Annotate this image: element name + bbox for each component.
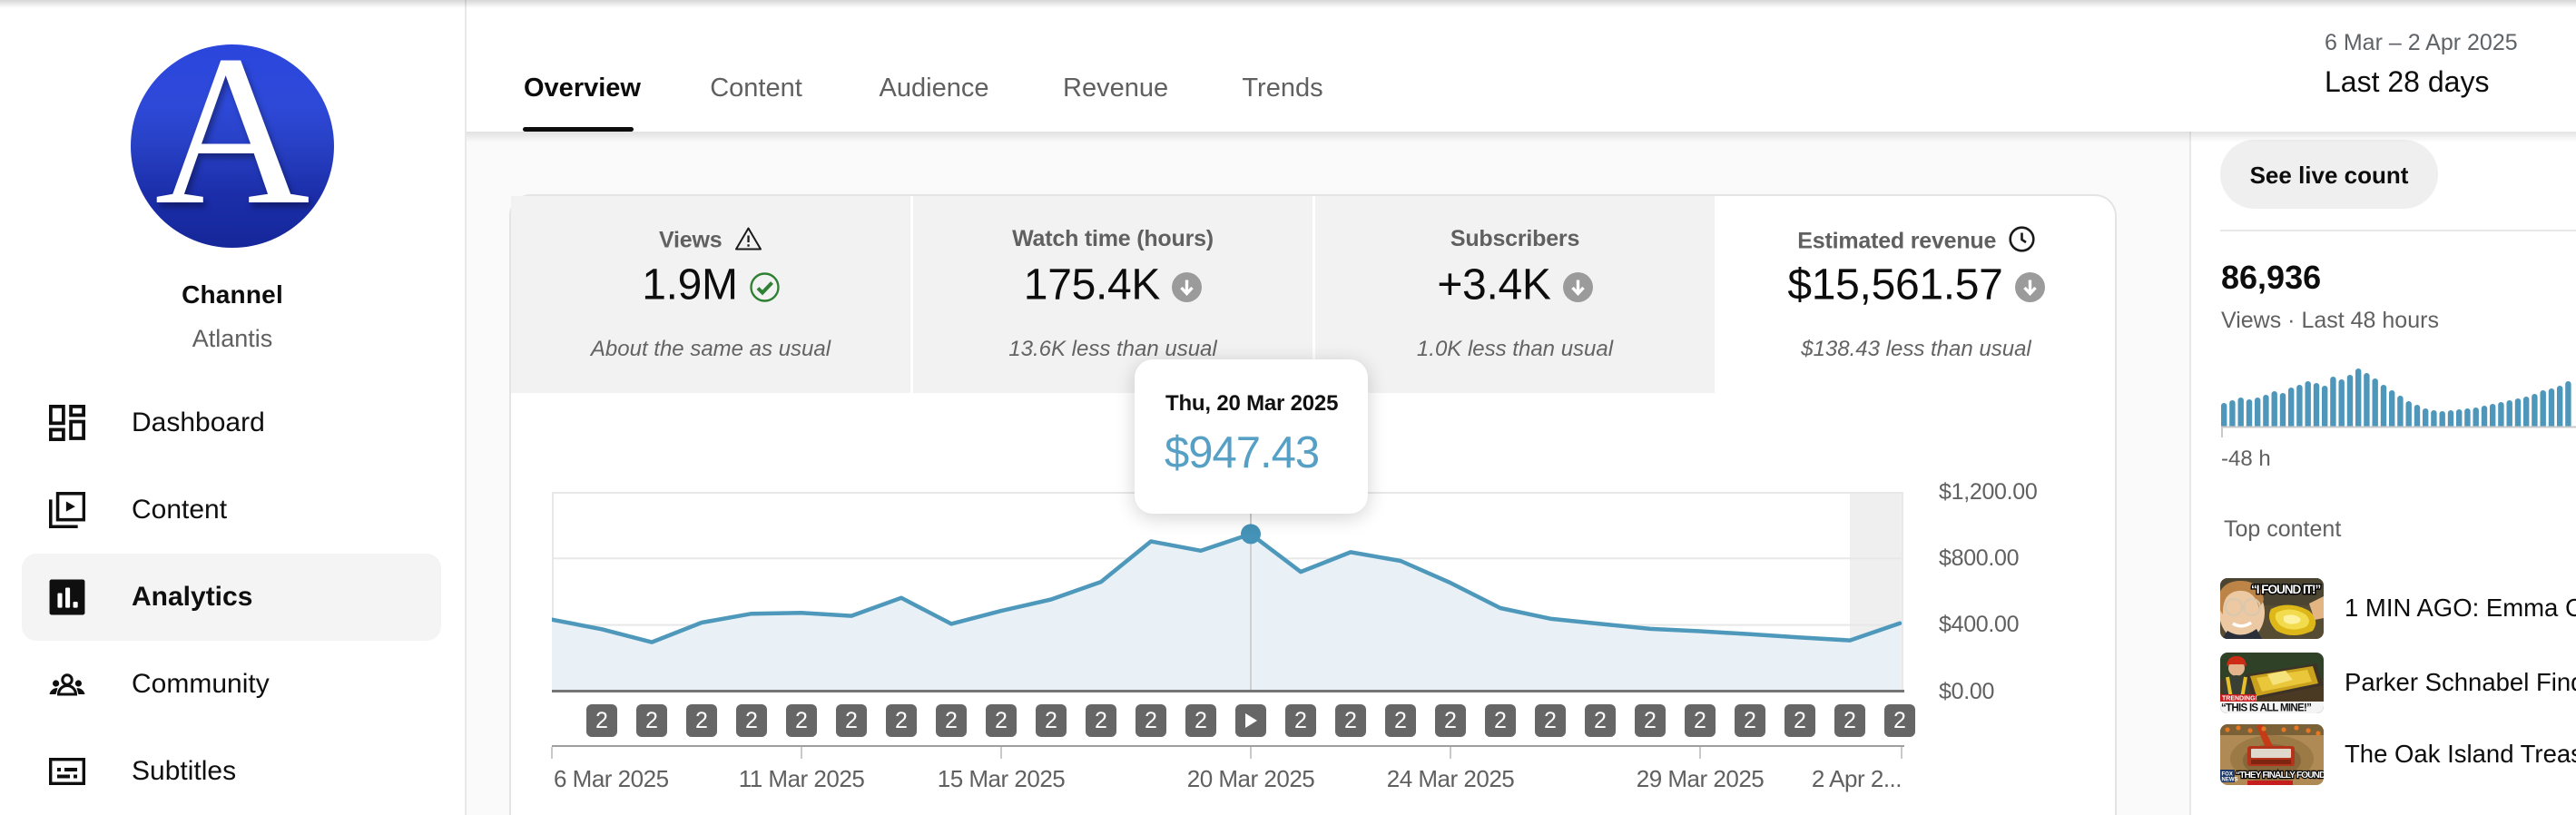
svg-text:NEWS: NEWS xyxy=(2222,778,2238,783)
svg-text:“I FOUND IT!”: “I FOUND IT!” xyxy=(2251,583,2320,596)
svg-text:“THEY FINALLY FOUND IT”: “THEY FINALLY FOUND IT” xyxy=(2236,771,2324,781)
svg-text:TRENDING!: TRENDING! xyxy=(2222,696,2257,702)
svg-text:FOX: FOX xyxy=(2222,772,2233,778)
svg-text:“THIS IS ALL MINE!”: “THIS IS ALL MINE!” xyxy=(2221,703,2311,714)
